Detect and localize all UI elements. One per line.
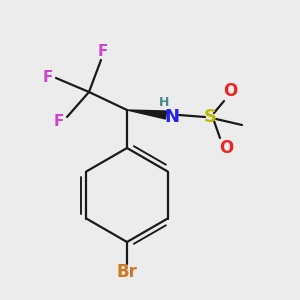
Text: S: S (203, 108, 217, 126)
Text: N: N (164, 108, 179, 126)
Polygon shape (127, 110, 166, 119)
Text: F: F (98, 44, 108, 59)
Text: F: F (54, 115, 64, 130)
Text: H: H (159, 95, 169, 109)
Text: O: O (219, 139, 233, 157)
Text: F: F (43, 70, 53, 86)
Text: O: O (223, 82, 237, 100)
Text: Br: Br (117, 263, 137, 281)
